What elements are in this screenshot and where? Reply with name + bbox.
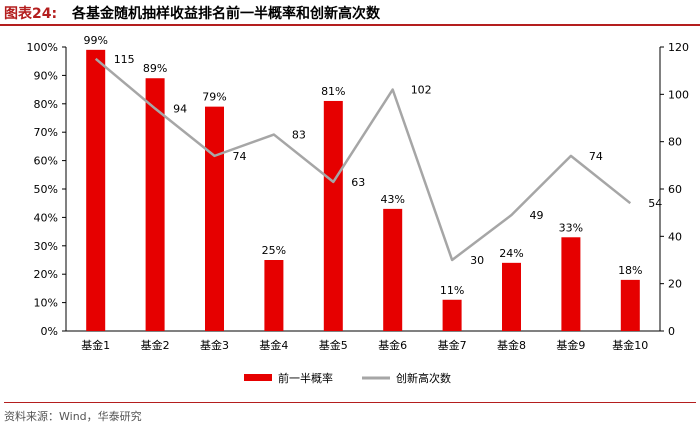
legend-label-line: 创新高次数 bbox=[396, 371, 451, 385]
source-note: 资料来源：Wind，华泰研究 bbox=[4, 410, 142, 423]
left-tick-label: 60% bbox=[34, 155, 58, 168]
legend-label-bar: 前一半概率 bbox=[278, 371, 333, 385]
title-bar: 图表24: 各基金随机抽样收益排名前一半概率和创新高次数 bbox=[0, 0, 700, 26]
bar-value-label: 24% bbox=[499, 247, 523, 260]
line-value-label: 74 bbox=[233, 150, 247, 163]
bar bbox=[561, 237, 581, 331]
category-label: 基金9 bbox=[556, 338, 585, 352]
series-line bbox=[94, 57, 632, 262]
left-tick-label: 90% bbox=[34, 69, 58, 82]
line-value-label: 94 bbox=[173, 103, 187, 116]
right-tick-label: 120 bbox=[668, 41, 689, 54]
category-label: 基金6 bbox=[378, 338, 407, 352]
left-tick-label: 40% bbox=[34, 211, 58, 224]
bar-value-label: 81% bbox=[321, 85, 345, 98]
chart-title: 各基金随机抽样收益排名前一半概率和创新高次数 bbox=[72, 6, 380, 22]
left-tick-label: 20% bbox=[34, 268, 58, 281]
bar-value-label: 18% bbox=[618, 264, 642, 277]
right-tick-label: 0 bbox=[668, 325, 675, 338]
right-tick-label: 20 bbox=[668, 278, 682, 291]
bar bbox=[502, 262, 521, 331]
right-tick-label: 80 bbox=[668, 136, 682, 149]
line-value-label: 54 bbox=[648, 197, 662, 210]
bar bbox=[205, 106, 224, 331]
line-value-label: 49 bbox=[530, 209, 544, 222]
bar-value-label: 99% bbox=[83, 34, 107, 47]
line-value-label: 115 bbox=[114, 53, 135, 66]
left-tick-label: 70% bbox=[34, 126, 58, 139]
bar bbox=[442, 299, 462, 331]
bar bbox=[383, 208, 403, 331]
category-label: 基金5 bbox=[319, 338, 348, 352]
bar-value-label: 89% bbox=[143, 62, 167, 75]
category-label: 基金1 bbox=[81, 338, 110, 352]
source-divider bbox=[4, 402, 696, 403]
category-label: 基金2 bbox=[141, 338, 170, 352]
category-label: 基金3 bbox=[200, 338, 229, 352]
combo-chart: 0% 10% 20% 30% 40% 50% 60% 70% 80% 90% 100% 0 20 40 60… bbox=[27, 34, 689, 385]
category-label: 基金10 bbox=[612, 338, 648, 352]
figure-number: 图表24: bbox=[4, 6, 58, 22]
left-tick-label: 50% bbox=[34, 183, 58, 196]
left-tick-label: 80% bbox=[34, 98, 58, 111]
bar-value-label: 25% bbox=[262, 244, 286, 257]
left-tick-label: 30% bbox=[34, 240, 58, 253]
bar bbox=[264, 260, 284, 331]
left-tick-label: 0% bbox=[41, 325, 58, 338]
bar-value-label: 79% bbox=[202, 91, 226, 104]
legend-swatch-bar bbox=[244, 374, 272, 381]
left-tick-label: 100% bbox=[27, 41, 58, 54]
category-label: 基金7 bbox=[438, 338, 467, 352]
line-value-label: 30 bbox=[470, 254, 484, 267]
bar bbox=[145, 78, 165, 332]
category-label: 基金8 bbox=[497, 338, 526, 352]
bar-value-label: 11% bbox=[440, 284, 464, 297]
line-value-label: 74 bbox=[589, 150, 603, 163]
bar bbox=[620, 279, 640, 331]
right-tick-label: 40 bbox=[668, 230, 682, 243]
line-value-label: 83 bbox=[292, 129, 306, 142]
category-label: 基金4 bbox=[259, 338, 288, 352]
left-tick-label: 10% bbox=[34, 297, 58, 310]
bar-value-label: 33% bbox=[559, 221, 583, 234]
right-tick-label: 60 bbox=[668, 183, 682, 196]
bar bbox=[323, 100, 343, 332]
right-tick-label: 100 bbox=[668, 88, 689, 101]
line-value-label: 102 bbox=[411, 84, 432, 97]
bar bbox=[86, 49, 106, 332]
bar-value-label: 43% bbox=[380, 193, 404, 206]
line-value-label: 63 bbox=[351, 176, 365, 189]
